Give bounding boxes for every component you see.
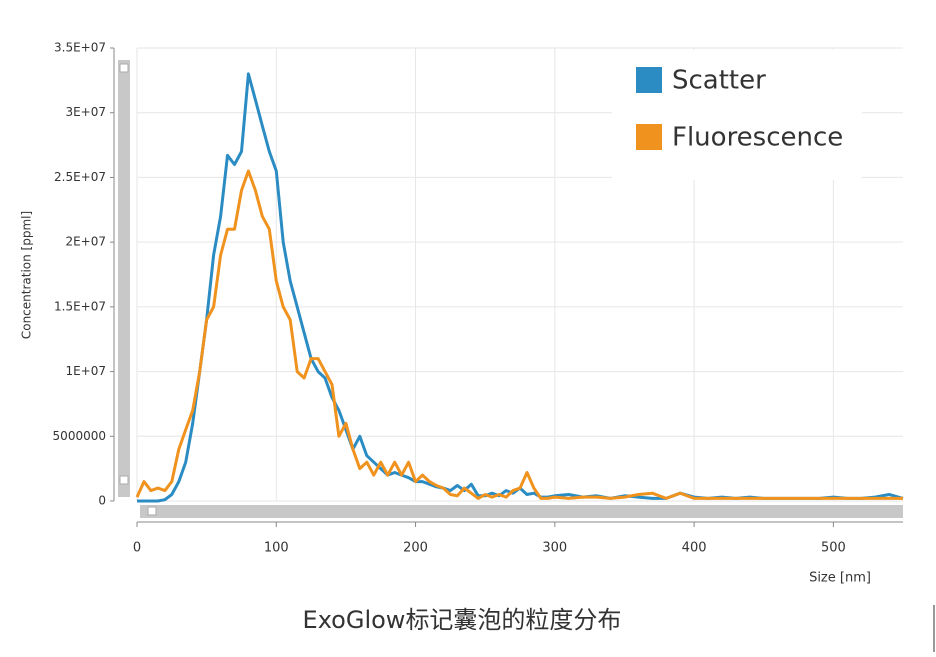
v-scroll-handle[interactable] <box>119 63 129 73</box>
legend-label: Fluorescence <box>672 123 843 153</box>
legend-swatch <box>636 124 662 150</box>
x-tick-label: 200 <box>403 541 428 556</box>
y-tick-label: 1.5E+07 <box>54 299 106 313</box>
series-layer <box>135 72 904 503</box>
y-tick-label: 1E+07 <box>65 364 106 378</box>
y-axis-label: Concentration [ppml] <box>20 211 34 339</box>
x-tick-label: 400 <box>682 541 707 556</box>
x-tick-label: 0 <box>133 541 141 556</box>
y-tick-label: 3.5E+07 <box>54 41 106 55</box>
x-tick-label: 500 <box>821 541 846 556</box>
y-tick-label: 5000000 <box>53 429 106 443</box>
x-tick-label: 300 <box>542 541 567 556</box>
y-tick-label: 0 <box>98 494 106 508</box>
h-scroll-handle[interactable] <box>147 506 157 516</box>
x-tick-label: 100 <box>264 541 289 556</box>
data-line <box>135 169 903 500</box>
v-scrollbar[interactable] <box>118 60 130 497</box>
y-tick-label: 3E+07 <box>65 105 106 119</box>
legend-label: Scatter <box>672 66 766 96</box>
y-tick-label: 2E+07 <box>65 235 106 249</box>
h-scrollbar[interactable] <box>140 505 903 518</box>
x-axis-label: Size [nm] <box>809 571 871 586</box>
caption: ExoGlow标记囊泡的粒度分布 <box>303 606 622 634</box>
v-scroll-handle[interactable] <box>119 475 129 485</box>
y-tick-label: 2.5E+07 <box>54 170 106 184</box>
legend-swatch <box>636 67 662 93</box>
